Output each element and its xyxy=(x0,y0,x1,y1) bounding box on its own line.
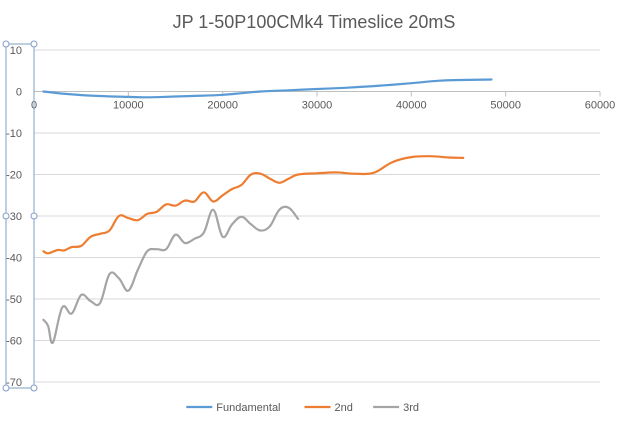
resize-handle[interactable] xyxy=(2,384,10,392)
legend-label: 2nd xyxy=(335,402,353,414)
legend-label: 3rd xyxy=(403,402,419,414)
y-tick-label: -40 xyxy=(6,253,22,265)
gridlines xyxy=(34,49,600,383)
legend-item-3rd: 3rd xyxy=(373,402,419,414)
resize-handle[interactable] xyxy=(30,212,38,220)
series-line-2nd xyxy=(42,155,465,255)
y-axis-tick-labels: 10 0 -10 -20 -30 -40 -50 -60 -70 xyxy=(6,45,22,389)
x-tick-label: 50000 xyxy=(490,100,521,112)
series-line-3rd xyxy=(42,205,300,345)
y-tick-label: -50 xyxy=(6,294,22,306)
legend-item-2nd: 2nd xyxy=(304,402,353,414)
chart-title: JP 1-50P100CMk4 Timeslice 20mS xyxy=(173,12,456,32)
y-tick-label: 10 xyxy=(10,45,22,57)
x-tick-label: 40000 xyxy=(396,100,427,112)
x-tick-label: 20000 xyxy=(207,100,238,112)
x-tick-label: 30000 xyxy=(302,100,333,112)
series-line-fundamental xyxy=(42,78,493,99)
y-tick-label: -10 xyxy=(6,128,22,140)
y-tick-label: -60 xyxy=(6,336,22,348)
resize-handle[interactable] xyxy=(2,212,10,220)
series-lines xyxy=(42,78,493,345)
resize-handle[interactable] xyxy=(30,384,38,392)
x-tick-label: 60000 xyxy=(585,100,616,112)
y-tick-label: -70 xyxy=(6,377,22,389)
resize-handle[interactable] xyxy=(30,40,38,48)
y-tick-label: 0 xyxy=(16,87,22,99)
y-tick-label: -20 xyxy=(6,170,22,182)
y-axis-selection-box[interactable] xyxy=(2,40,38,392)
legend-item-fundamental: Fundamental xyxy=(186,402,281,414)
resize-handle[interactable] xyxy=(2,40,10,48)
y-tick-label: -30 xyxy=(6,211,22,223)
legend-label: Fundamental xyxy=(216,402,280,414)
x-axis: 0 10000 20000 30000 40000 50000 60000 xyxy=(31,91,616,112)
x-tick-label: 10000 xyxy=(113,100,144,112)
legend: Fundamental 2nd 3rd xyxy=(186,402,419,414)
